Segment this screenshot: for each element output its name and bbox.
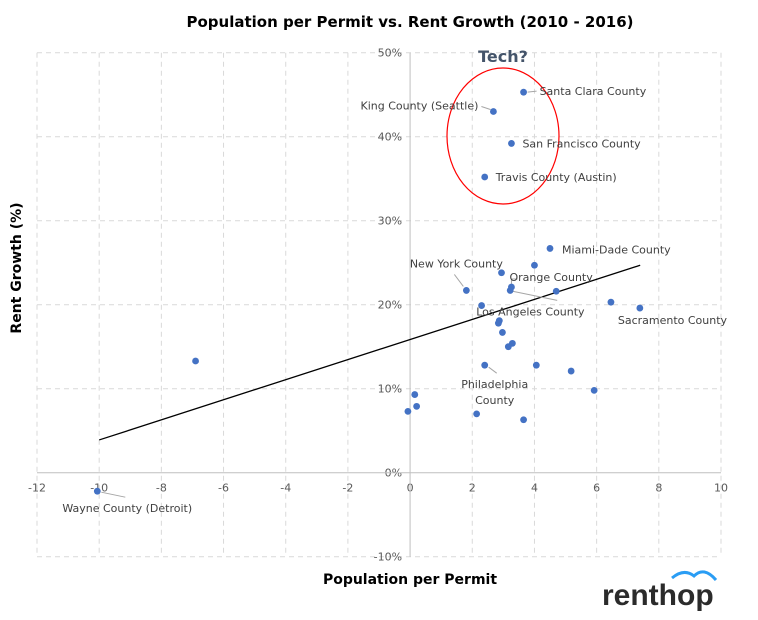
leader-line: [481, 106, 491, 110]
point-label: Travis County (Austin): [495, 171, 617, 184]
data-point: [552, 287, 560, 295]
x-tick-label: 2: [469, 482, 476, 495]
point-label: King County (Seattle): [360, 100, 478, 113]
data-point: [411, 391, 419, 398]
point-label: San Francisco County: [522, 137, 641, 150]
leader-line: [527, 90, 537, 93]
x-axis-label: Population per Permit: [323, 572, 497, 588]
trendline: [98, 264, 641, 441]
data-point: [508, 140, 515, 147]
data-point: [478, 302, 485, 309]
point-label: Philadelphia County: [461, 378, 528, 407]
data-point: [499, 329, 506, 336]
data-point: [636, 304, 644, 312]
data-point: [490, 108, 497, 115]
data-point: [481, 361, 489, 369]
x-tick-label: -12: [28, 482, 46, 495]
tech-annotation: Tech?: [478, 47, 528, 66]
leader-line: [488, 366, 498, 374]
data-point: [567, 367, 575, 375]
leader-line: [513, 290, 558, 301]
x-tick-label: 10: [714, 482, 728, 495]
point-label: Los Angeles County: [476, 305, 585, 318]
data-point: [506, 287, 514, 294]
point-label: Miami-Dade County: [562, 243, 671, 256]
renthop-logo: renthop: [602, 570, 718, 612]
x-tick-label: -8: [156, 482, 167, 495]
data-point: [531, 261, 538, 269]
y-tick-label: 50%: [378, 47, 402, 60]
data-point: [520, 88, 527, 96]
point-label: Santa Clara County: [540, 85, 647, 98]
x-tick-label: -4: [280, 482, 291, 495]
data-point: [532, 361, 540, 369]
x-tick-label: 4: [531, 482, 538, 495]
point-label: New York County: [410, 257, 504, 270]
data-point: [520, 416, 527, 424]
leader-line: [453, 274, 464, 287]
leader-line: [510, 278, 518, 286]
point-label: Orange County: [509, 271, 593, 284]
leader-line: [101, 491, 126, 498]
x-tick-label: -6: [218, 482, 229, 495]
data-point: [93, 487, 101, 495]
y-tick-label: 40%: [378, 131, 402, 144]
tech-ellipse: [446, 67, 560, 205]
data-point: [546, 245, 554, 252]
point-label: Wayne County (Detroit): [62, 502, 192, 515]
x-tick-label: 8: [655, 482, 662, 495]
y-tick-label: 30%: [378, 215, 402, 228]
data-point: [413, 402, 421, 410]
chart-title: Population per Permit vs. Rent Growth (2…: [187, 13, 634, 31]
x-tick-label: -2: [342, 482, 353, 495]
data-point: [481, 173, 489, 181]
x-tick-label: 6: [593, 482, 600, 495]
data-point: [498, 269, 505, 277]
y-tick-label: -10%: [374, 551, 402, 564]
logo-arc: [671, 570, 718, 582]
logo-text: renthop: [602, 579, 714, 612]
data-point: [494, 319, 502, 327]
data-point: [607, 298, 615, 306]
point-label: Sacramento County: [618, 314, 728, 327]
y-axis-label: Rent Growth (%): [9, 202, 25, 333]
data-point: [508, 339, 516, 347]
data-point: [462, 287, 470, 294]
data-point: [404, 407, 412, 415]
data-point: [473, 410, 481, 418]
y-tick-label: 20%: [378, 299, 402, 312]
data-point: [590, 386, 598, 394]
data-point: [192, 357, 199, 365]
y-tick-label: 10%: [378, 383, 402, 396]
